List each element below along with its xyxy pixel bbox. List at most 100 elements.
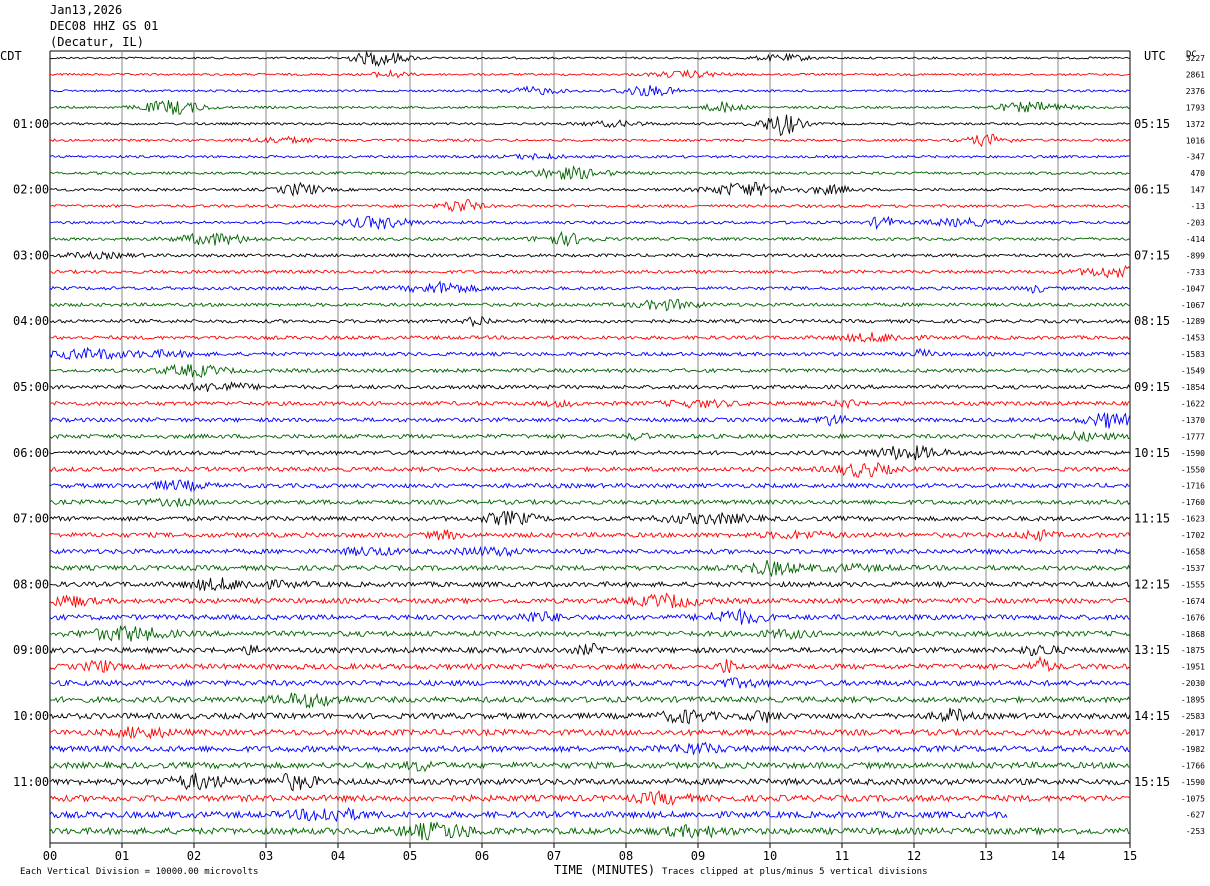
x-tick-label: 00	[43, 849, 57, 863]
right-hour-label: 09:15	[1134, 380, 1170, 394]
seismic-trace	[49, 346, 1131, 361]
seismic-trace	[49, 215, 1131, 231]
right-hour-label: 07:15	[1134, 248, 1170, 262]
left-hour-label: 09:00	[13, 643, 49, 657]
seismic-trace	[49, 298, 1131, 312]
left-hour-label: 05:00	[13, 380, 49, 394]
clip-note: Traces clipped at plus/minus 5 vertical …	[662, 867, 928, 877]
trace-offset-label: -1550	[1181, 465, 1205, 474]
seismic-trace	[49, 772, 1131, 792]
trace-offset-label: -203	[1186, 219, 1205, 228]
trace-offset-label: -1537	[1181, 564, 1205, 573]
seismic-trace	[49, 85, 1131, 97]
right-hour-label: 08:15	[1134, 314, 1170, 328]
trace-offset-label: -1868	[1181, 630, 1205, 639]
trace-offset-label: 1016	[1186, 136, 1205, 145]
seismic-trace	[49, 51, 1130, 68]
x-tick-label: 12	[907, 849, 921, 863]
x-tick-label: 06	[475, 849, 489, 863]
seismic-trace	[49, 592, 1131, 608]
seismic-trace	[49, 692, 1131, 709]
seismic-trace	[49, 559, 1131, 578]
x-tick-label: 01	[115, 849, 129, 863]
seismic-trace	[49, 315, 1131, 328]
seismic-trace	[49, 430, 1130, 442]
seismic-trace	[49, 807, 1008, 823]
left-hour-label: 07:00	[13, 512, 49, 526]
seismic-trace	[49, 677, 1131, 689]
trace-offset-label: -1895	[1181, 696, 1205, 705]
right-hour-label: 13:15	[1134, 643, 1170, 657]
x-tick-label: 02	[187, 849, 201, 863]
x-tick-label: 03	[259, 849, 273, 863]
right-hour-label: 15:15	[1134, 775, 1170, 789]
seismic-trace	[49, 332, 1131, 343]
seismic-trace	[49, 152, 1130, 161]
seismic-trace	[49, 643, 1131, 656]
trace-offset-label: -13	[1191, 202, 1206, 211]
x-tick-label: 08	[619, 849, 633, 863]
x-tick-label: 11	[835, 849, 849, 863]
trace-offset-label: -1590	[1181, 778, 1205, 787]
trace-offset-label: 1793	[1186, 103, 1205, 112]
seismic-trace	[49, 510, 1131, 526]
left-hour-label: 06:00	[13, 446, 49, 460]
x-axis-title: TIME (MINUTES)	[554, 863, 656, 877]
seismic-trace	[49, 250, 1131, 261]
seismic-trace	[49, 461, 1131, 478]
x-tick-label: 14	[1051, 849, 1065, 863]
seismic-trace	[49, 264, 1131, 279]
seismic-trace	[49, 726, 1131, 740]
seismic-trace	[49, 789, 1131, 806]
x-tick-label: 07	[547, 849, 561, 863]
trace-offset-label: -1760	[1181, 498, 1205, 507]
trace-offset-label: -1067	[1181, 301, 1205, 310]
trace-offset-label: 147	[1191, 186, 1206, 195]
x-tick-label: 15	[1123, 849, 1137, 863]
trace-offset-label: -627	[1186, 811, 1205, 820]
right-hour-labels: 05:15 06:15 07:15 08:15 09:15 10:15 11:15 12:15…	[1134, 117, 1170, 789]
trace-offset-label: -1075	[1181, 794, 1205, 803]
seismic-trace	[49, 741, 1131, 755]
trace-offset-label: -1370	[1181, 416, 1205, 425]
trace-offset-label: -733	[1186, 268, 1205, 277]
seismic-trace	[49, 114, 1131, 137]
trace-offset-label: -1549	[1181, 367, 1205, 376]
trace-offset-label: -1590	[1181, 449, 1205, 458]
trace-offset-label: -1555	[1181, 580, 1205, 589]
trace-offset-label: -1982	[1181, 745, 1205, 754]
seismic-trace	[49, 444, 1131, 461]
seismic-trace	[49, 625, 1131, 642]
left-hour-label: 03:00	[13, 248, 49, 262]
seismic-trace	[49, 577, 1131, 592]
seismic-trace	[49, 607, 1131, 625]
seismic-trace	[49, 411, 1131, 429]
x-tick-label: 05	[403, 849, 417, 863]
right-offset-values: 3227 2861 2376 1793 1372 1016 -347 470 147 -13 -20…	[1181, 54, 1205, 836]
left-hour-label: 11:00	[13, 775, 49, 789]
x-tick-label: 13	[979, 849, 993, 863]
right-hour-label: 12:15	[1134, 577, 1170, 591]
seismic-trace	[49, 821, 1131, 841]
trace-offset-label: -1047	[1181, 284, 1205, 293]
right-timezone-label: UTC	[1144, 49, 1166, 63]
station-label: DEC08 HHZ GS 01	[50, 19, 159, 33]
trace-offset-label: -1583	[1181, 350, 1205, 359]
trace-offset-label: 2376	[1186, 87, 1205, 96]
trace-offset-label: -1875	[1181, 646, 1205, 655]
trace-offset-label: 1372	[1186, 120, 1205, 129]
seismic-trace	[49, 380, 1131, 392]
left-timezone-label: CDT	[0, 49, 22, 63]
trace-offset-label: -347	[1186, 153, 1205, 162]
trace-offset-label: -2017	[1181, 728, 1205, 737]
x-tick-label: 10	[763, 849, 777, 863]
seismic-trace	[49, 230, 1131, 248]
trace-offset-label: 2861	[1186, 70, 1205, 79]
trace-offset-label: -2030	[1181, 679, 1205, 688]
trace-offset-label: -1674	[1181, 597, 1205, 606]
trace-offset-label: -1951	[1181, 663, 1205, 672]
location-label: (Decatur, IL)	[50, 35, 144, 49]
trace-offset-label: 470	[1191, 169, 1206, 178]
seismic-trace	[49, 760, 1131, 773]
